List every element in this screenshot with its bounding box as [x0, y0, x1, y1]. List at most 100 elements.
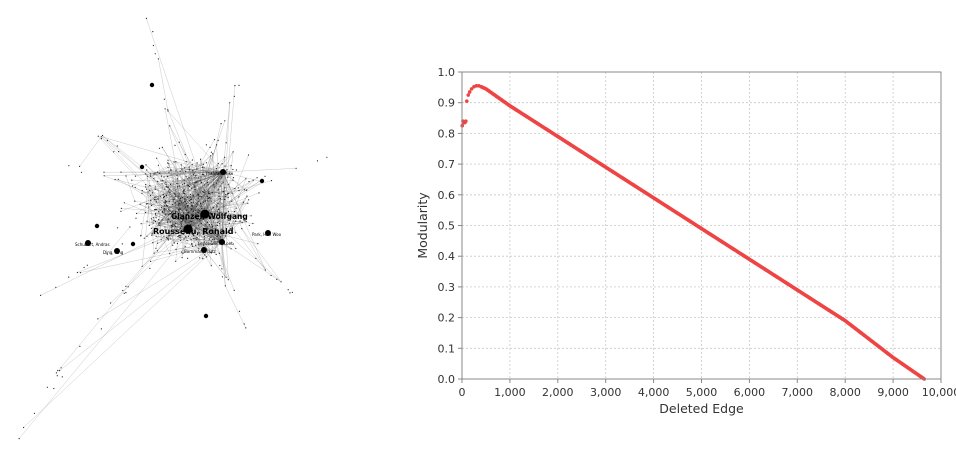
network-minor-node	[155, 189, 156, 190]
network-node	[140, 165, 144, 169]
y-tick-label: 0.2	[438, 312, 456, 325]
network-minor-node	[190, 197, 191, 198]
network-node	[131, 242, 135, 246]
network-minor-node	[271, 275, 272, 276]
network-minor-node	[232, 169, 233, 170]
network-edge	[142, 207, 149, 266]
network-edge	[60, 242, 222, 371]
network-minor-node	[174, 161, 175, 162]
network-minor-node	[80, 272, 81, 273]
network-minor-node	[183, 202, 184, 203]
network-minor-node	[220, 178, 221, 179]
network-minor-node	[53, 388, 54, 389]
network-minor-node	[153, 178, 154, 179]
network-minor-node	[191, 221, 192, 222]
network-minor-node	[224, 120, 225, 121]
network-minor-node	[189, 166, 190, 167]
network-minor-node	[161, 219, 162, 220]
network-node	[150, 83, 154, 87]
network-minor-node	[196, 182, 197, 183]
network-minor-node	[165, 214, 166, 215]
network-minor-node	[146, 189, 147, 190]
network-minor-node	[186, 161, 187, 162]
network-minor-node	[201, 182, 202, 183]
network-minor-node	[202, 174, 203, 175]
network-minor-node	[146, 203, 147, 204]
network-minor-node	[172, 199, 173, 200]
network-minor-node	[164, 210, 165, 211]
network-minor-node	[216, 205, 217, 206]
network-minor-node	[221, 268, 222, 269]
network-minor-node	[81, 172, 82, 173]
network-minor-node	[224, 199, 225, 200]
network-minor-node	[206, 162, 207, 163]
network-minor-node	[195, 175, 196, 176]
network-minor-node	[155, 186, 156, 187]
network-minor-node	[167, 109, 168, 110]
node-label: Park, Han Woo	[252, 232, 282, 237]
network-minor-node	[107, 140, 108, 141]
network-minor-node	[238, 190, 239, 191]
network-edge	[158, 59, 168, 111]
network-minor-node	[150, 195, 151, 196]
network-minor-node	[238, 85, 239, 86]
network-minor-node	[212, 239, 213, 240]
network-minor-node	[172, 245, 173, 246]
network-minor-node	[131, 180, 132, 181]
network-minor-node	[196, 206, 197, 207]
y-axis-label: Modularity	[415, 192, 430, 259]
network-minor-node	[171, 225, 172, 226]
network-minor-node	[206, 144, 207, 145]
network-minor-node	[216, 183, 217, 184]
network-minor-node	[246, 196, 247, 197]
network-minor-node	[186, 210, 187, 211]
network-minor-node	[144, 238, 145, 239]
network-minor-node	[158, 223, 159, 224]
network-minor-node	[157, 181, 158, 182]
network-minor-node	[185, 201, 186, 202]
network-minor-node	[161, 239, 162, 240]
network-minor-node	[155, 53, 156, 54]
network-minor-node	[180, 198, 181, 199]
network-minor-node	[192, 170, 193, 171]
network-minor-node	[163, 194, 164, 195]
network-minor-node	[229, 102, 230, 103]
network-minor-node	[152, 192, 153, 193]
network-minor-node	[154, 197, 155, 198]
network-minor-node	[208, 198, 209, 199]
network-minor-node	[154, 172, 155, 173]
network-node	[204, 314, 208, 318]
network-minor-node	[219, 223, 220, 224]
network-minor-node	[219, 253, 220, 254]
network-minor-node	[191, 206, 192, 207]
network-minor-node	[164, 205, 165, 206]
network-minor-node	[166, 201, 167, 202]
network-minor-node	[155, 213, 156, 214]
network-minor-node	[162, 147, 163, 148]
y-tick-label: 0.3	[438, 281, 456, 294]
network-minor-node	[203, 202, 204, 203]
network-minor-node	[165, 202, 166, 203]
network-minor-node	[217, 180, 218, 181]
node-label: Rousseau, Ronald	[153, 227, 234, 236]
y-tick-label: 0.0	[438, 373, 456, 386]
network-minor-node	[180, 171, 181, 172]
network-minor-node	[145, 212, 146, 213]
network-minor-node	[177, 178, 178, 179]
network-minor-node	[229, 223, 230, 224]
network-minor-node	[19, 438, 20, 439]
network-minor-node	[288, 289, 289, 290]
network-minor-node	[179, 142, 180, 143]
x-tick-label: 4,000	[638, 386, 670, 399]
network-minor-node	[146, 236, 147, 237]
network-minor-node	[165, 108, 166, 109]
network-minor-node	[172, 204, 173, 205]
network-minor-node	[158, 165, 159, 166]
network-minor-node	[175, 170, 176, 171]
network-minor-node	[196, 239, 197, 240]
network-minor-node	[244, 323, 245, 324]
network-minor-node	[124, 293, 125, 294]
network-edge	[80, 137, 102, 167]
network-minor-node	[177, 243, 178, 244]
